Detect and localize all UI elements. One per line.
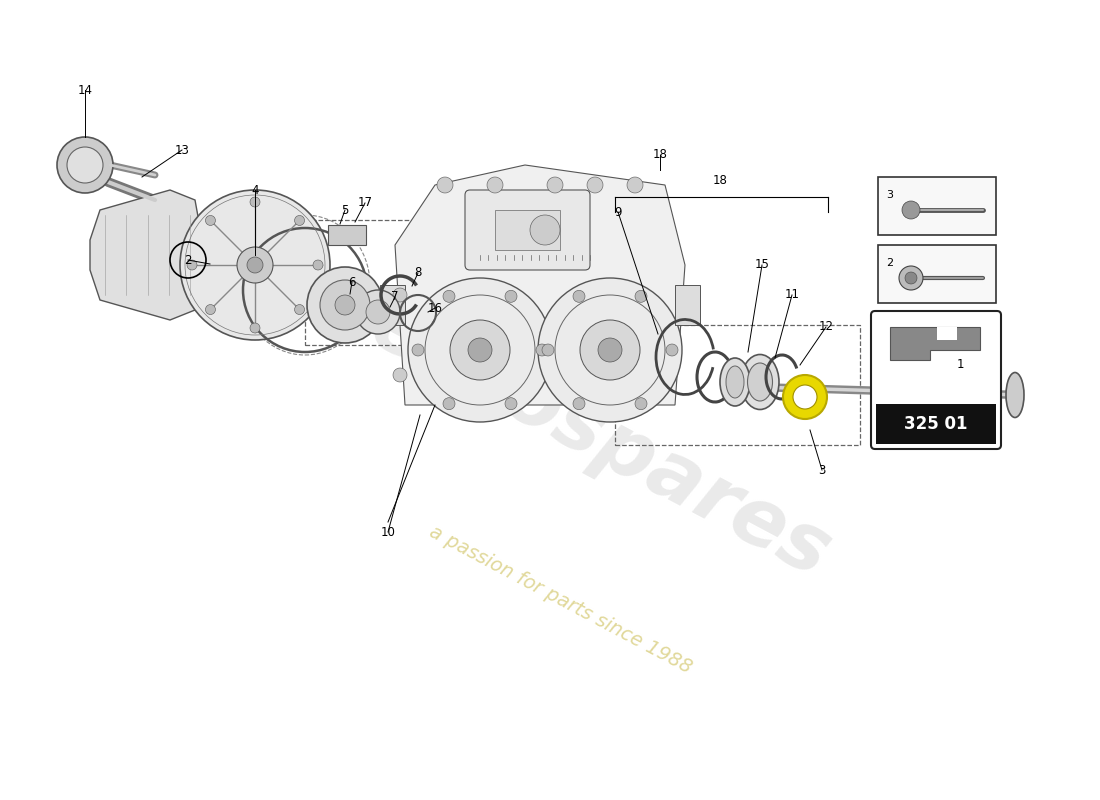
Circle shape — [307, 267, 383, 343]
Circle shape — [905, 272, 917, 284]
Circle shape — [468, 338, 492, 362]
Polygon shape — [90, 190, 205, 320]
Circle shape — [366, 300, 390, 324]
Circle shape — [412, 344, 424, 356]
Text: 18: 18 — [652, 149, 668, 162]
Text: 4: 4 — [251, 183, 258, 197]
Ellipse shape — [720, 358, 750, 406]
Polygon shape — [395, 165, 685, 405]
Polygon shape — [890, 327, 980, 360]
FancyBboxPatch shape — [871, 311, 1001, 449]
Circle shape — [295, 215, 305, 226]
Text: 14: 14 — [77, 83, 92, 97]
Text: 18: 18 — [713, 174, 727, 186]
Circle shape — [635, 398, 647, 410]
Text: 10: 10 — [381, 526, 395, 538]
Circle shape — [536, 344, 548, 356]
Circle shape — [443, 398, 455, 410]
Text: 11: 11 — [784, 289, 800, 302]
Text: 16: 16 — [428, 302, 442, 314]
Circle shape — [542, 344, 554, 356]
Circle shape — [547, 177, 563, 193]
Circle shape — [487, 177, 503, 193]
Circle shape — [250, 323, 260, 333]
Ellipse shape — [748, 363, 772, 401]
Circle shape — [902, 201, 920, 219]
Text: 12: 12 — [818, 321, 834, 334]
Circle shape — [393, 288, 407, 302]
Circle shape — [393, 368, 407, 382]
Bar — [305, 220, 460, 345]
Text: 3: 3 — [887, 190, 893, 200]
Bar — [379, 285, 405, 325]
Ellipse shape — [726, 366, 744, 398]
Circle shape — [573, 398, 585, 410]
Circle shape — [627, 177, 644, 193]
Text: 6: 6 — [349, 275, 355, 289]
Circle shape — [573, 290, 585, 302]
Bar — [878, 177, 996, 235]
Circle shape — [450, 320, 510, 380]
Text: 3: 3 — [818, 463, 826, 477]
Text: 325 01: 325 01 — [904, 415, 968, 433]
Circle shape — [336, 295, 355, 315]
Circle shape — [587, 177, 603, 193]
Text: 13: 13 — [175, 143, 189, 157]
Bar — [876, 404, 996, 444]
Circle shape — [187, 260, 197, 270]
Circle shape — [899, 266, 923, 290]
Circle shape — [783, 375, 827, 419]
Circle shape — [320, 280, 370, 330]
Circle shape — [505, 290, 517, 302]
Circle shape — [67, 147, 103, 183]
Circle shape — [236, 247, 273, 283]
Bar — [495, 210, 560, 250]
Ellipse shape — [741, 354, 779, 410]
Polygon shape — [937, 327, 957, 340]
Ellipse shape — [1006, 373, 1024, 418]
Circle shape — [580, 320, 640, 380]
Bar — [878, 245, 996, 303]
Text: 1: 1 — [956, 358, 964, 371]
Text: 8: 8 — [415, 266, 421, 279]
Text: 17: 17 — [358, 197, 373, 210]
Circle shape — [505, 398, 517, 410]
FancyBboxPatch shape — [465, 190, 590, 270]
Circle shape — [356, 290, 400, 334]
Text: 2: 2 — [887, 258, 893, 268]
Text: eurospares: eurospares — [358, 286, 843, 594]
Circle shape — [437, 177, 453, 193]
Circle shape — [206, 215, 216, 226]
Circle shape — [408, 278, 552, 422]
Bar — [675, 285, 700, 325]
Text: 7: 7 — [392, 290, 398, 303]
Circle shape — [180, 190, 330, 340]
Bar — [328, 225, 366, 245]
Circle shape — [314, 260, 323, 270]
Text: 9: 9 — [614, 206, 622, 218]
Circle shape — [598, 338, 622, 362]
Text: 2: 2 — [185, 254, 191, 266]
Circle shape — [793, 385, 817, 409]
Circle shape — [530, 215, 560, 245]
Circle shape — [443, 290, 455, 302]
Circle shape — [538, 278, 682, 422]
Text: 15: 15 — [755, 258, 769, 271]
Circle shape — [635, 290, 647, 302]
Circle shape — [206, 305, 216, 314]
Circle shape — [666, 344, 678, 356]
Text: 5: 5 — [341, 203, 349, 217]
Circle shape — [250, 197, 260, 207]
Bar — [615, 325, 860, 445]
Circle shape — [295, 305, 305, 314]
Circle shape — [248, 257, 263, 273]
Text: a passion for parts since 1988: a passion for parts since 1988 — [426, 522, 694, 678]
Circle shape — [57, 137, 113, 193]
